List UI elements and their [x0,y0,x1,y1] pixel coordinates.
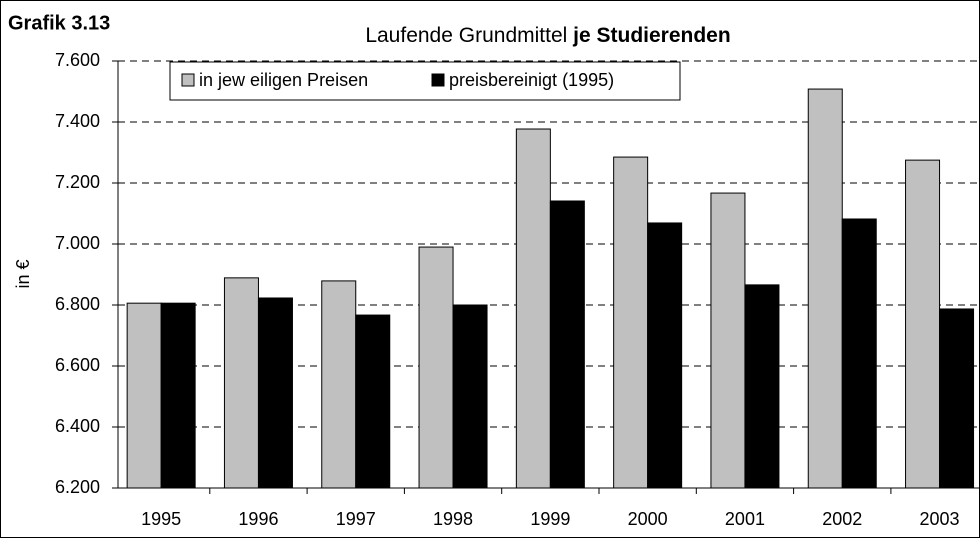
chart-title: Laufende Grundmittel je Studierenden [365,24,730,47]
x-tick-label: 1996 [238,509,278,529]
y-tick-label: 6.200 [55,477,100,497]
legend-swatch [181,73,195,87]
bar [223,277,259,489]
legend-box [169,61,681,101]
y-axis-label: in € [13,259,33,288]
x-tick-label: 1998 [433,509,473,529]
y-tick-label: 7.600 [55,50,100,70]
y-tick-label: 7.000 [55,233,100,253]
bar [452,304,488,489]
x-tick-label: 2000 [628,509,668,529]
x-tick-label: 1997 [336,509,376,529]
bar [321,280,357,489]
title-part: je Studierenden [572,24,731,47]
y-tick-label: 6.600 [55,355,100,375]
y-tick-label: 6.400 [55,416,100,436]
legend-swatch [431,73,445,87]
x-tick-label: 2002 [822,509,862,529]
legend-label: in jew eiligen Preisen [199,70,368,90]
x-tick-label: 2003 [920,509,960,529]
bar [515,128,551,489]
bar [549,200,585,489]
bar [126,302,162,489]
legend-label: preisbereinigt (1995) [449,70,614,90]
x-tick-label: 1999 [530,509,570,529]
bar [613,156,649,489]
bar [257,297,293,489]
y-tick-label: 7.200 [55,172,100,192]
x-tick-label: 1995 [141,509,181,529]
bar [744,284,780,489]
bar [418,246,454,489]
bar [160,302,196,489]
x-tick-label: 2001 [725,509,765,529]
figure-label: Grafik 3.13 [8,12,110,34]
y-tick-label: 6.800 [55,294,100,314]
bar [355,314,391,489]
title-part: Laufende Grundmittel [365,24,567,47]
bar [841,218,877,489]
bar [647,222,683,489]
bar [807,88,843,489]
bar [939,308,975,489]
y-tick-label: 7.400 [55,111,100,131]
bar [710,192,746,489]
bar [905,159,941,489]
